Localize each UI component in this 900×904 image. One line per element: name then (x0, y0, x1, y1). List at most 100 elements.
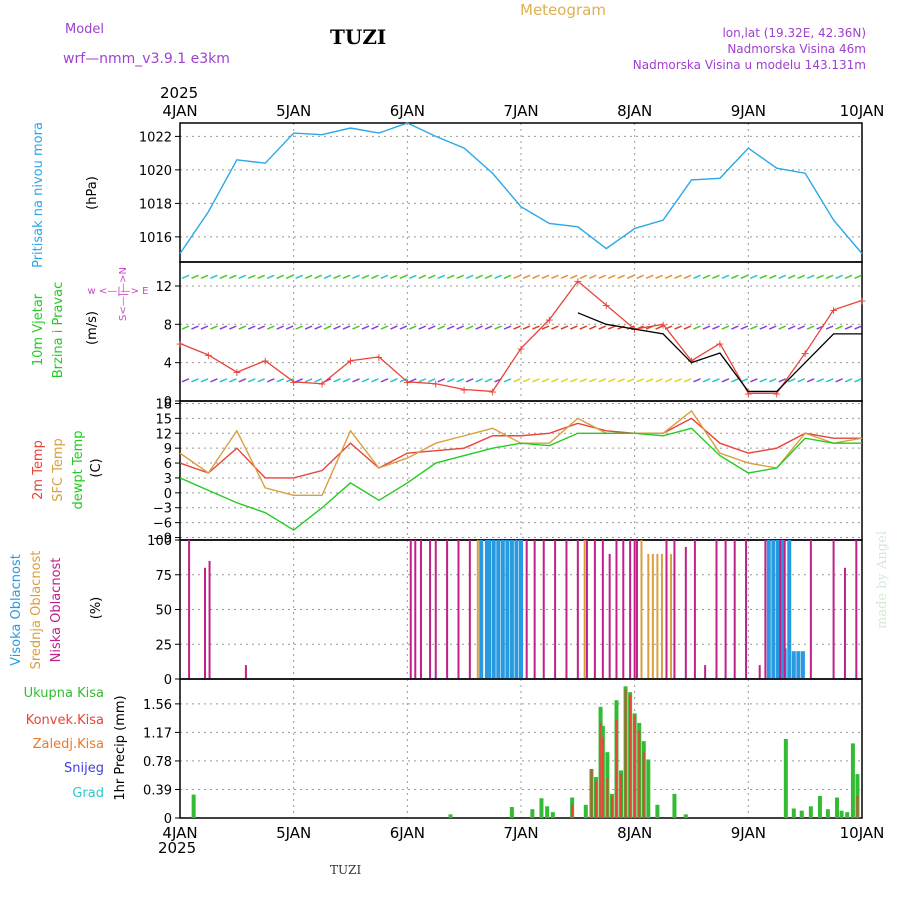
wind-barb (304, 378, 313, 383)
cloud-unit: (%) (89, 597, 104, 620)
gust-marker: + (346, 355, 355, 368)
precipitation-ytick-label: 1.17 (143, 726, 172, 741)
precip-total-bar (791, 808, 796, 818)
precip-conv-bar (571, 804, 574, 818)
wind-barb (513, 325, 521, 330)
wind-barb (399, 274, 408, 279)
wind-barb (702, 274, 711, 279)
wind-barb (797, 274, 805, 279)
wind-barb (219, 274, 228, 279)
precip-conv-bar (606, 777, 609, 818)
gust-marker: + (374, 351, 383, 364)
wind-barb (570, 325, 578, 330)
temperature-ytick-label: 0 (164, 487, 172, 502)
wind-barb (314, 325, 322, 330)
cloud-bar (787, 540, 792, 679)
cloud-bar (583, 540, 586, 679)
wind-barb (816, 274, 824, 279)
temperature-ytick-label: 12 (155, 427, 172, 442)
gust-marker: + (261, 355, 270, 368)
temperature-ytick-label: −3 (153, 502, 172, 517)
wind-barb (418, 378, 427, 383)
precip-conv-bar (615, 719, 618, 818)
cloud-bar (855, 540, 858, 679)
gust-marker: + (829, 304, 838, 317)
wind-barb (295, 378, 303, 383)
sfc-temp-label: SFC Temp (51, 438, 66, 502)
wind-barb (446, 325, 455, 330)
wind-barb (835, 325, 843, 330)
precip-total-bar (672, 793, 677, 818)
wind-barb (437, 378, 446, 383)
precip-total-bar (583, 804, 588, 818)
wind-barb (778, 378, 787, 383)
wind-barb (513, 378, 521, 383)
wind-barb (427, 325, 436, 330)
pressure-ytick-label: 1018 (139, 197, 172, 212)
pressure-ytick-label: 1020 (139, 164, 172, 179)
wind-barb (541, 274, 550, 279)
model-label: Model (65, 22, 104, 37)
wind-barb (589, 378, 597, 383)
precip-total-bar (539, 798, 544, 818)
precip-total-bar (545, 806, 550, 818)
wind-barb (200, 325, 209, 330)
wind-barb (361, 274, 370, 279)
wind-barb (295, 274, 303, 279)
wind-barb (304, 325, 313, 330)
cloud-bar (684, 546, 687, 679)
wind-barb (266, 325, 275, 330)
pressure-ytick-label: 1022 (139, 130, 172, 145)
cloud-bar (764, 540, 767, 679)
wind-barb (361, 378, 370, 383)
cloud-bar (693, 540, 696, 679)
wind-barb (475, 274, 483, 279)
pressure-label: Pritisak na nivou mora (31, 122, 46, 268)
wind-barb (229, 274, 237, 279)
cloud-bar (809, 540, 812, 679)
cloud-bar (791, 651, 796, 679)
cloud-bar (525, 540, 528, 679)
gust-marker: + (715, 337, 724, 350)
precip-total-label: Ukupna Kisa (24, 686, 104, 701)
wind-barb (598, 325, 607, 330)
x-tick-label-top: 10JAN (840, 102, 885, 120)
pressure-panel: 1016 1018 1020 1022 (139, 122, 863, 263)
wind-barb (238, 325, 247, 330)
wind-barb (551, 274, 559, 279)
wind-barb (560, 274, 569, 279)
cloud-bar (409, 540, 412, 679)
wind-barb (693, 274, 701, 279)
wind-barb (494, 325, 502, 330)
cloud-bar (446, 540, 449, 679)
gust-marker: + (289, 376, 298, 389)
wind-barb (551, 325, 559, 330)
wind-barb (787, 325, 796, 330)
wind-barb (825, 325, 834, 330)
wind-barb (854, 378, 862, 383)
wind-barb (750, 378, 758, 383)
wind-barb (456, 378, 464, 383)
cloud-bar (771, 540, 776, 679)
wind-barb (456, 274, 464, 279)
wind-barb (626, 274, 635, 279)
wind-barb (285, 378, 294, 383)
cloud-bar (487, 540, 492, 679)
wind-barb (655, 325, 663, 330)
x-tick-label-top: 4JAN (162, 102, 197, 120)
wind-barb (257, 325, 266, 330)
cloud-bar (484, 540, 489, 679)
wind-barb (361, 325, 370, 330)
precip-total-bar (799, 810, 804, 818)
wind-barb (276, 325, 285, 330)
wind-barb (465, 378, 474, 383)
watermark: made by Angel (875, 531, 890, 629)
wind-barb (683, 274, 692, 279)
wind-barb (645, 274, 654, 279)
wind-barb (427, 378, 436, 383)
cloud-bar (633, 540, 636, 679)
wind-barb (674, 378, 682, 383)
pressure-line (179, 122, 863, 255)
precipitation-ytick-label: 1.56 (143, 698, 172, 713)
